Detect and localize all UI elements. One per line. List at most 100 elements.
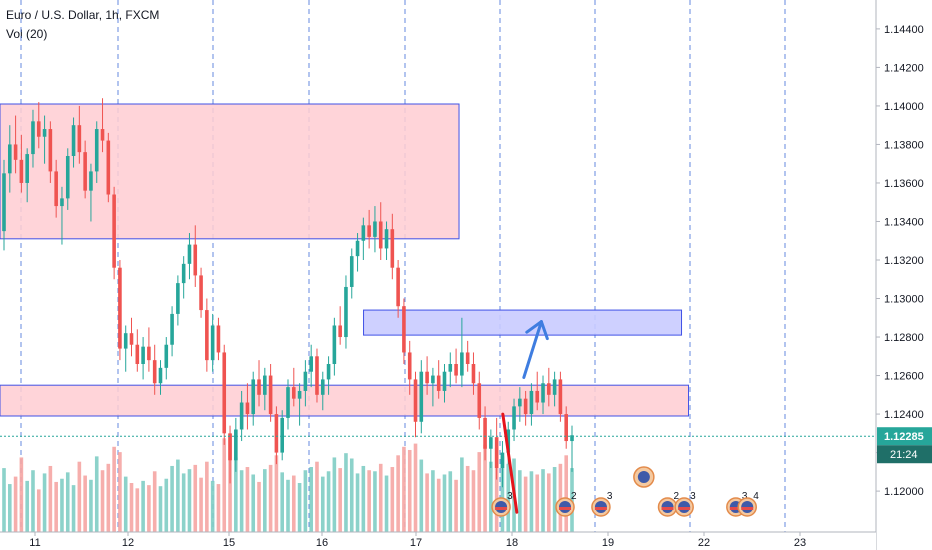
volume-bar [471, 470, 476, 532]
event-flag-icon[interactable]: 2 [657, 491, 680, 517]
candle-body [332, 325, 337, 364]
volume-bar [483, 444, 487, 532]
volume-bar [141, 480, 145, 532]
time-tick-label: 16 [316, 537, 328, 549]
candle-body [123, 333, 128, 349]
event-flag-icon[interactable]: 2 [555, 491, 577, 517]
candle-body [506, 429, 511, 453]
volume-bar [547, 473, 551, 532]
bearish-projection-arrow [501, 412, 519, 514]
candle-body [303, 371, 308, 391]
volume-bar [19, 457, 24, 532]
volume-bar [31, 470, 35, 532]
volume-bar [407, 449, 412, 532]
event-flag-icon[interactable]: 3 [674, 491, 696, 517]
volume-bar [500, 456, 505, 532]
price-tick-label: 1.12800 [884, 332, 924, 344]
volume-bar [25, 480, 29, 532]
session-separators [20, 0, 786, 532]
volume-bar [152, 471, 157, 532]
candle-body [436, 375, 441, 391]
candle-body [390, 229, 395, 268]
volume-bar [170, 465, 174, 532]
candle-body [483, 417, 487, 449]
candle-body [36, 121, 41, 137]
price-tick-label: 1.12400 [884, 409, 924, 421]
candle-body [552, 379, 557, 395]
price-tick-label: 1.13200 [884, 255, 924, 267]
candle-body [31, 121, 35, 155]
candle-body [251, 379, 256, 415]
volume-bar [315, 461, 319, 532]
volume-bar [2, 468, 6, 532]
candle-body [494, 437, 499, 468]
volume-bar [245, 467, 250, 532]
volume-bar [257, 481, 261, 532]
candle-body [141, 346, 145, 364]
event-count-label: 3 [742, 491, 748, 502]
volume-bar [158, 486, 163, 532]
volume-bar [436, 478, 441, 532]
event-flag-icon[interactable]: 3 [591, 491, 613, 517]
volume-bar [396, 455, 400, 532]
volume-bar [100, 470, 105, 532]
volume-bar [460, 457, 464, 532]
volume-bar [419, 459, 424, 532]
candle-body [280, 417, 285, 453]
volume-bar [239, 470, 244, 532]
volume-bar [112, 446, 116, 532]
volume-bar [338, 468, 342, 532]
volume-bar [234, 457, 238, 532]
time-tick-label: 19 [602, 537, 614, 549]
candle-body [274, 414, 279, 453]
candle-body [326, 364, 331, 380]
supply-demand-zones [0, 103, 690, 417]
candle-body [48, 129, 53, 172]
candle-body [384, 229, 389, 249]
event-flag-stripe [559, 507, 572, 510]
volume-bar [431, 470, 435, 532]
volume-bar [454, 479, 458, 532]
volume-bar [477, 452, 482, 532]
time-axis-background [0, 532, 876, 550]
candle-body [500, 452, 505, 468]
price-tick-label: 1.14400 [884, 24, 924, 36]
volume-bar [489, 461, 493, 532]
candle-body [25, 154, 29, 183]
volume-bar [552, 467, 557, 532]
volume-bar [303, 470, 308, 532]
volume-bar [94, 456, 99, 532]
volume-bar [326, 471, 331, 532]
candle-body [523, 398, 528, 415]
candle-body [158, 367, 163, 384]
event-flag-icon[interactable]: 4 [737, 491, 759, 517]
red-zone-rectangle [0, 384, 690, 417]
red-zone-rectangle [0, 103, 460, 240]
volume-bar [465, 465, 470, 532]
candle-body [164, 344, 169, 368]
price-axis: 1.14400 1.14200 1.14000 1.13800 1.13600 1.134… [875, 0, 932, 550]
candle-body [465, 352, 470, 364]
bullish-projection-arrow [522, 320, 543, 379]
candle-body [344, 286, 348, 338]
candle-body [210, 325, 215, 361]
candle-body [413, 379, 418, 422]
volume-bar [564, 455, 569, 532]
projection-arrows [501, 320, 549, 514]
volume-indicator-label: Vol (20) [6, 27, 48, 41]
volume-bar [65, 472, 70, 532]
volume-bar [349, 458, 354, 532]
price-tick-label: 1.13800 [884, 139, 924, 151]
candle-body [222, 352, 227, 434]
candle-body [442, 371, 447, 391]
candle-body [147, 346, 151, 361]
candle-body [477, 383, 482, 418]
event-count-label: 3 [690, 491, 696, 502]
volume-bar [518, 470, 522, 532]
candle-body [268, 375, 273, 415]
price-tick-label: 1.12600 [884, 371, 924, 383]
volume-bar [251, 474, 256, 532]
event-flag-icon[interactable]: 3 [491, 491, 513, 517]
volume-bar [77, 461, 82, 532]
